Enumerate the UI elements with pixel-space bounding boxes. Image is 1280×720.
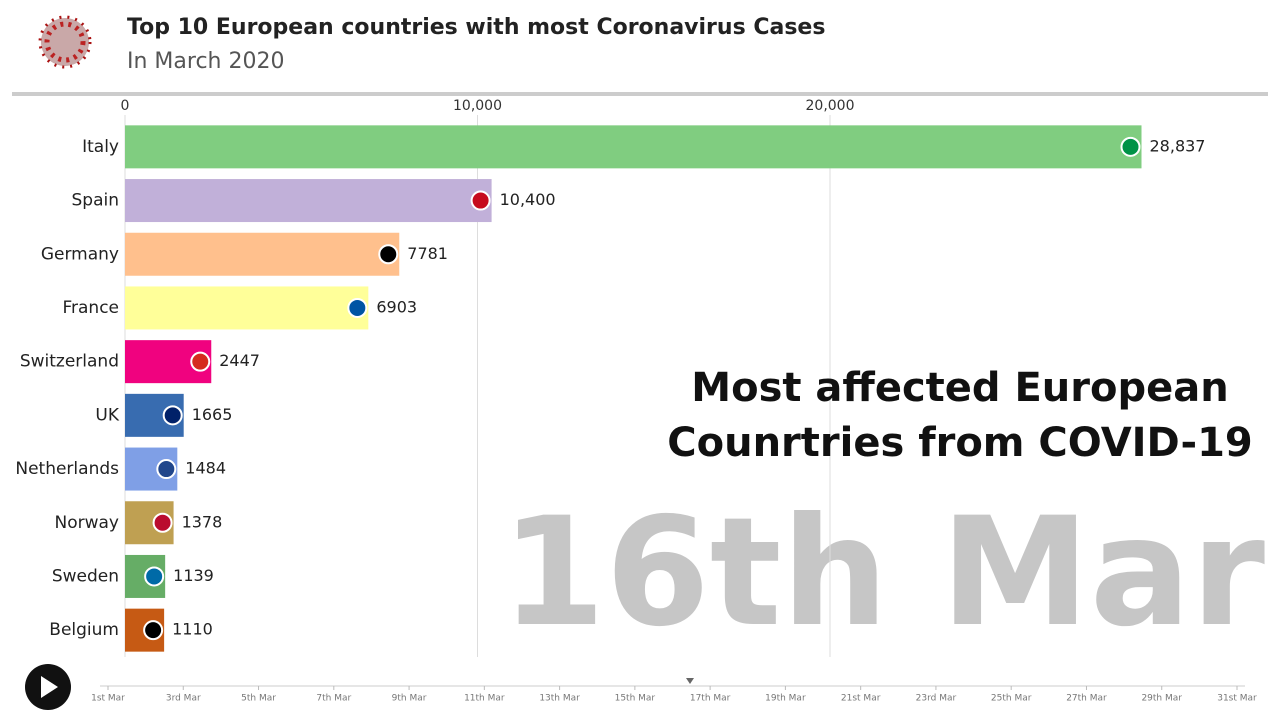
value-label: 1484 bbox=[185, 459, 226, 478]
timeline-label: 31st Mar bbox=[1217, 694, 1257, 704]
bar bbox=[125, 179, 492, 223]
bar bbox=[125, 286, 369, 330]
x-tick-label: 20,000 bbox=[806, 98, 855, 114]
chart-title: Top 10 European countries with most Coro… bbox=[127, 15, 825, 40]
category-label: Italy bbox=[82, 137, 119, 157]
value-label: 6903 bbox=[376, 297, 417, 316]
value-label: 1665 bbox=[192, 405, 233, 424]
category-label: Norway bbox=[55, 513, 120, 533]
timeline-label: 25th Mar bbox=[991, 694, 1032, 704]
flag-icon bbox=[144, 566, 165, 587]
category-label: Spain bbox=[72, 191, 120, 211]
flag-icon bbox=[143, 620, 164, 641]
chart-subtitle: In March 2020 bbox=[127, 49, 284, 74]
category-label: Netherlands bbox=[15, 459, 119, 479]
bar bbox=[125, 232, 400, 276]
value-label: 28,837 bbox=[1150, 136, 1206, 155]
header-rule bbox=[12, 92, 1268, 96]
timeline-label: 1st Mar bbox=[91, 694, 125, 704]
play-button[interactable] bbox=[25, 664, 71, 710]
timeline-label: 11th Mar bbox=[464, 694, 505, 704]
flag-icon bbox=[162, 405, 183, 426]
timeline-marker bbox=[686, 678, 694, 684]
date-label: 16th Mar bbox=[501, 486, 1265, 660]
flag-icon bbox=[152, 512, 173, 533]
annotation: Counrtries from COVID-19 bbox=[667, 420, 1253, 466]
category-label: UK bbox=[95, 405, 119, 425]
plot: 0 10,000 20,000 Italy 28,837 Spain 10,400 Germa… bbox=[15, 98, 1205, 657]
play-icon[interactable] bbox=[41, 676, 58, 698]
category-label: Switzerland bbox=[20, 352, 119, 372]
timeline-label: 7th Mar bbox=[316, 694, 351, 704]
timeline-label: 29th Mar bbox=[1141, 694, 1182, 704]
category-label: Sweden bbox=[52, 566, 119, 586]
timeline-label: 21st Mar bbox=[841, 694, 881, 704]
flag-icon bbox=[470, 190, 491, 211]
flag-icon bbox=[347, 297, 368, 318]
timeline-label: 3rd Mar bbox=[166, 694, 201, 704]
value-label: 7781 bbox=[407, 244, 448, 263]
timeline-label: 19th Mar bbox=[765, 694, 806, 704]
timeline-label: 23rd Mar bbox=[916, 694, 957, 704]
x-tick-label: 0 bbox=[121, 98, 130, 114]
value-label: 1378 bbox=[182, 512, 223, 531]
virus-icon bbox=[38, 15, 92, 69]
virus-spikes-outer bbox=[38, 15, 92, 69]
timeline-label: 17th Mar bbox=[690, 694, 731, 704]
bar bbox=[125, 125, 1142, 169]
value-label: 1139 bbox=[173, 566, 214, 585]
value-label: 1110 bbox=[172, 620, 213, 639]
value-label: 10,400 bbox=[500, 190, 556, 209]
flag-icon bbox=[1120, 136, 1141, 157]
flag-icon bbox=[378, 244, 399, 265]
x-tick-label: 10,000 bbox=[453, 98, 502, 114]
timeline-label: 15th Mar bbox=[615, 694, 656, 704]
category-label: Germany bbox=[41, 244, 119, 264]
flag-icon bbox=[156, 459, 177, 480]
annotation: Most affected European bbox=[691, 365, 1228, 411]
timeline-label: 9th Mar bbox=[392, 694, 427, 704]
category-label: Belgium bbox=[49, 620, 119, 640]
virus-spikes bbox=[44, 21, 86, 63]
timeline-label: 5th Mar bbox=[241, 694, 276, 704]
value-label: 2447 bbox=[219, 351, 260, 370]
flag-icon bbox=[190, 351, 211, 372]
timeline-label: 27th Mar bbox=[1066, 694, 1107, 704]
timeline-label: 13th Mar bbox=[539, 694, 580, 704]
category-label: France bbox=[62, 298, 119, 318]
